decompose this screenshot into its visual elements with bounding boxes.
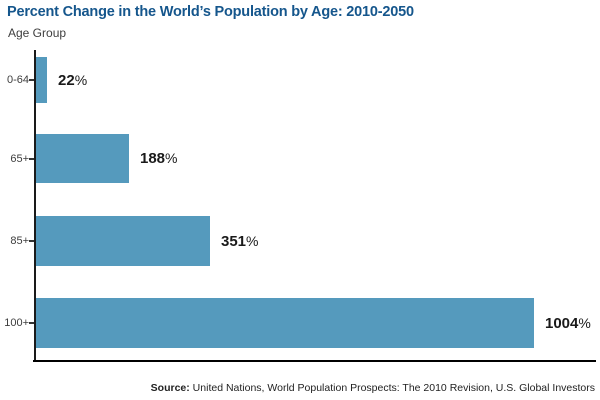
bar-value-label: 1004%: [545, 315, 591, 332]
value-number: 1004: [545, 314, 579, 332]
value-number: 351: [221, 232, 247, 250]
percent-sign: %: [246, 232, 259, 249]
bar-row-0-64: 0-64 22%: [7, 57, 600, 103]
percent-sign: %: [165, 150, 178, 166]
y-axis-line: [34, 50, 36, 362]
percent-sign: %: [74, 71, 88, 88]
value-number: 22: [58, 71, 75, 89]
category-label: 100+: [4, 317, 29, 329]
source-credit: Source: United Nations, World Population…: [151, 382, 595, 394]
percent-sign: %: [578, 314, 591, 331]
bar-100-plus: [36, 298, 534, 348]
y-axis-label: Age Group: [8, 26, 67, 40]
category-label: 65+: [10, 152, 29, 165]
axis-tick: [29, 79, 34, 81]
axis-tick: [29, 322, 34, 324]
bar-value-label: 351%: [221, 233, 258, 250]
source-text: United Nations, World Population Prospec…: [189, 382, 595, 394]
bar-value-label: 22%: [58, 72, 87, 89]
bar-65-plus: [36, 134, 129, 183]
bar-85-plus: [36, 216, 210, 266]
bar-row-65-plus: 65+ 188%: [10, 134, 600, 183]
category-label: 85+: [10, 235, 29, 247]
category-label: 0-64: [6, 74, 29, 86]
axis-tick: [29, 240, 34, 242]
x-axis-line: [33, 360, 596, 362]
bar-row-85-plus: 85+ 351%: [10, 216, 600, 266]
bar-0-64: [36, 57, 47, 103]
axis-tick: [29, 157, 34, 160]
bar-row-100-plus: 100+ 1004%: [4, 298, 600, 348]
bar-value-label: 188%: [140, 150, 177, 167]
source-prefix: Source:: [150, 382, 190, 394]
chart-title: Percent Change in the World’s Population…: [7, 4, 414, 20]
value-number: 188: [140, 150, 166, 167]
